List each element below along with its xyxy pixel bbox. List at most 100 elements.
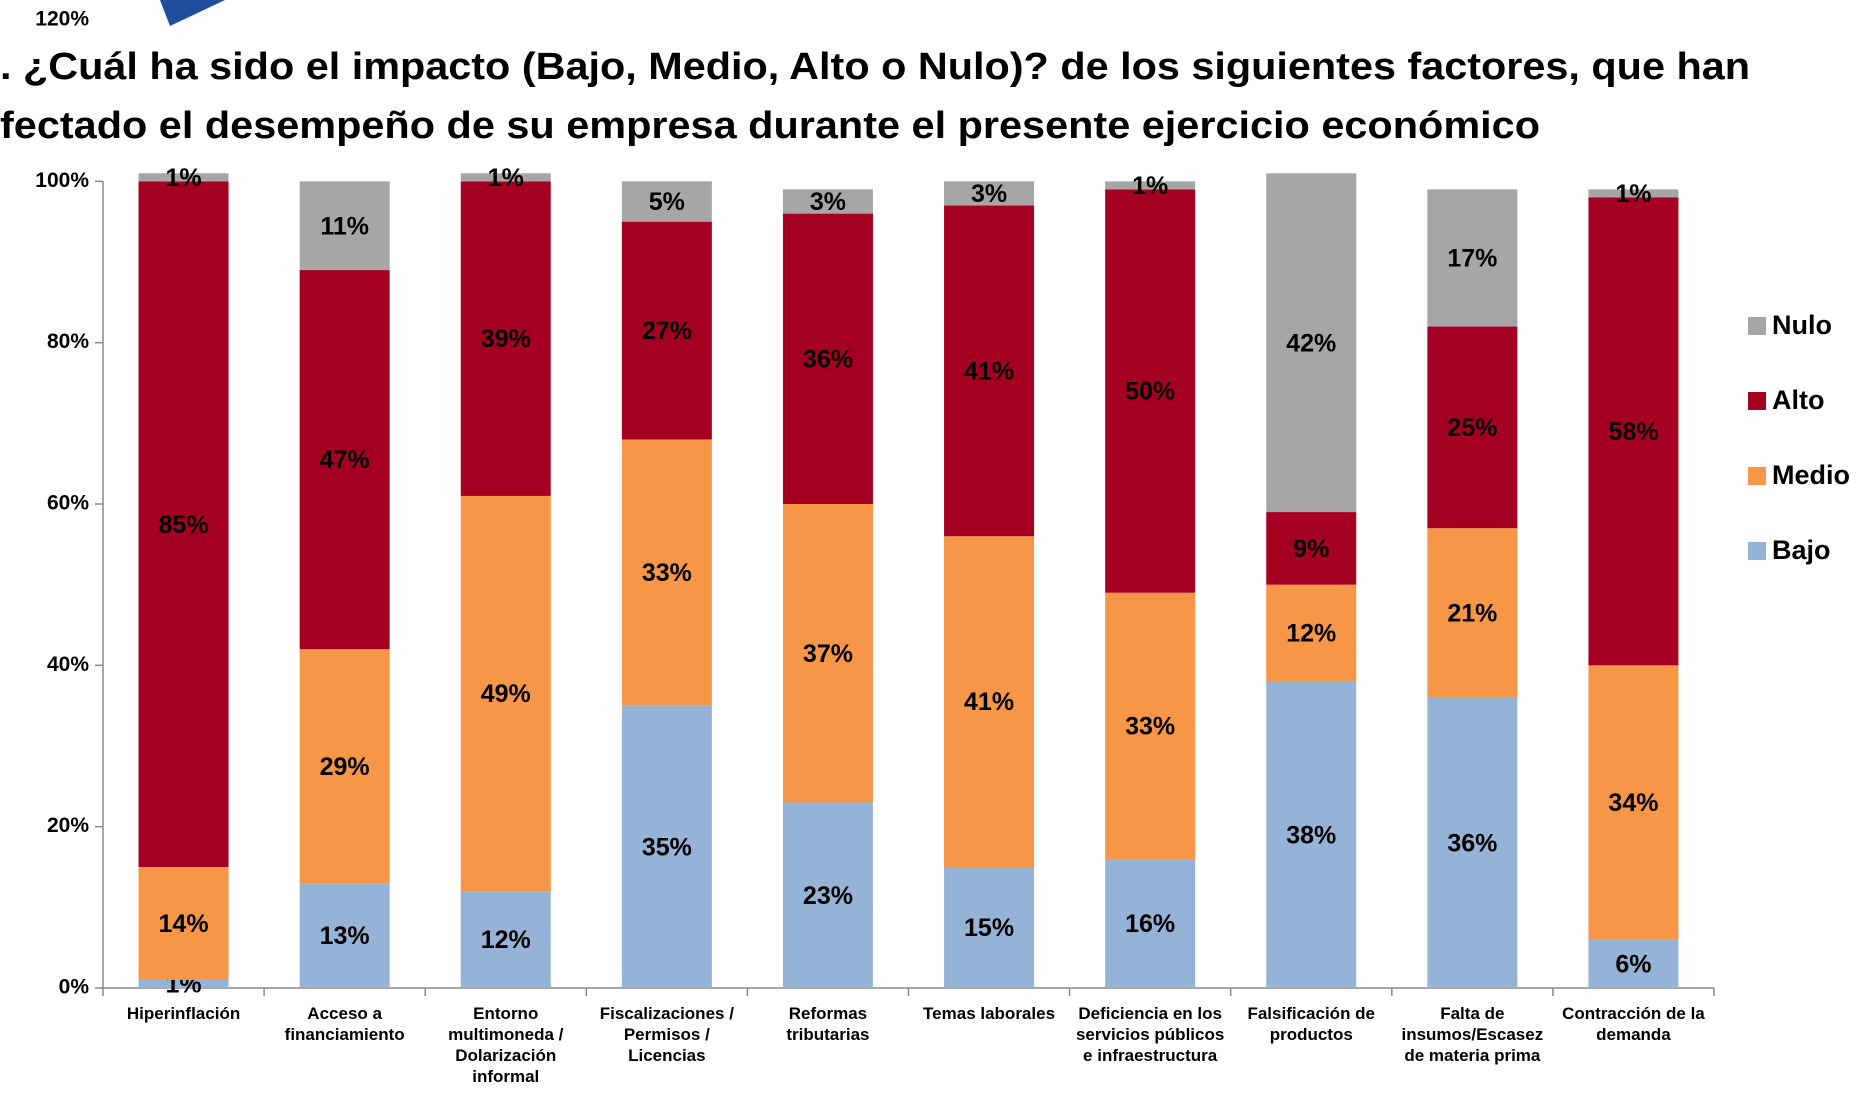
x-tick-label: Falta de insumos/Escasez de materia prim… [1401,1004,1544,1065]
data-label: 3% [971,180,1007,208]
data-label: 11% [320,212,369,240]
bar-segment [782,189,873,214]
x-tick-label: Falsificación de productos [1247,1004,1376,1044]
bar-segment [1427,189,1518,327]
bar-segment [460,173,551,182]
bar-segment [1588,189,1679,198]
bar-segment [460,891,551,988]
bar-segment [1266,681,1357,988]
bar-segment [1427,326,1518,529]
x-tick-label: Fiscalizaciones / Permisos / Licencias [599,1004,734,1065]
bar-segment [1266,173,1357,513]
data-label: 47% [320,446,370,474]
bar-segment [782,504,873,803]
legend-label: Nulo [1772,310,1832,340]
data-label: 37% [803,640,853,668]
x-tick-label: Deficiencia en los servicios públicos e … [1075,1004,1225,1065]
data-label: 42% [1286,329,1336,357]
bar-segment [138,173,229,182]
data-label: 36% [1447,829,1497,857]
data-label: 9% [1293,535,1329,563]
data-label: 1% [1132,172,1168,200]
legend-label: Medio [1772,460,1850,490]
data-label: 85% [159,511,209,539]
bar-segment [1266,584,1357,682]
chart-title: fectado el desempeño de su empresa duran… [0,105,1540,147]
legend-swatch [1748,317,1766,335]
data-label: 14% [159,910,209,938]
bar-segment [460,495,551,892]
data-label: 17% [1447,245,1497,273]
bar-segment [782,802,873,988]
bar-segment [299,649,390,884]
bar-segment [1105,858,1196,988]
chart-title: . ¿Cuál ha sido el impacto (Bajo, Medio,… [0,46,1750,88]
x-tick-label: Contracción de la demanda [1562,1004,1705,1044]
bar-segment [299,270,390,650]
x-tick-label: Hiperinflación [126,1004,241,1023]
data-label: 34% [1608,789,1658,817]
bar-segment [944,181,1035,206]
data-label: 6% [1615,950,1651,978]
legend-swatch [1748,392,1766,410]
bar-segment [138,867,229,980]
y-tick-label: 100% [35,169,89,192]
y-tick-label: 40% [47,653,89,676]
logo [160,0,225,26]
bar-segment [299,181,390,271]
data-label: 49% [481,680,531,708]
bar-segment [1588,665,1679,940]
x-tick-label: Reformas tributarias [786,1004,870,1044]
data-label: 21% [1447,600,1497,628]
data-label: 5% [649,188,685,216]
bar-segment [1427,697,1518,988]
y-tick-label: 80% [47,330,89,353]
bar-segment [1105,592,1196,859]
legend-swatch [1748,467,1766,485]
bar-segment [1105,181,1196,190]
bar-segment [460,181,551,496]
data-label: 38% [1286,821,1336,849]
bar-segment [138,979,229,988]
x-tick-label: Entorno multimoneda / Dolarización infor… [448,1004,564,1086]
legend-label: Bajo [1772,535,1831,565]
data-label: 25% [1447,414,1497,442]
bar-segment [1105,189,1196,593]
data-label: 41% [964,688,1014,716]
data-label: 1% [1615,180,1651,208]
legend-swatch [1748,542,1766,560]
bar-segment [1588,939,1679,988]
data-label: 58% [1608,418,1658,446]
data-label: 16% [1125,910,1175,938]
bar-segment [621,181,712,222]
legend-label: Alto [1772,385,1824,415]
bar-segment [944,867,1035,988]
bar-segment [1427,528,1518,698]
y-tick-label: 0% [59,976,90,999]
data-label: 1% [165,164,201,192]
bar-segment [1588,197,1679,666]
x-tick-label: Acceso a financiamiento [284,1004,405,1044]
data-label: 12% [481,926,531,954]
data-label: 3% [810,188,846,216]
data-label: 1% [488,164,524,192]
bar-segment [944,536,1035,867]
data-label: 33% [642,559,692,587]
data-label: 50% [1125,378,1175,406]
data-label: 15% [964,914,1014,942]
bar-segment [299,883,390,988]
y-tick-label: 120% [35,8,89,31]
data-label: 29% [320,753,370,781]
data-label: 36% [803,345,853,373]
data-label: 41% [964,358,1014,386]
data-label: 39% [481,325,531,353]
bar-segment [782,213,873,504]
bar-segment [621,705,712,988]
bar-segment [138,181,229,868]
data-label: 35% [642,833,692,861]
data-label: 27% [642,317,692,345]
data-label: 13% [320,922,370,950]
y-tick-label: 60% [47,492,89,515]
